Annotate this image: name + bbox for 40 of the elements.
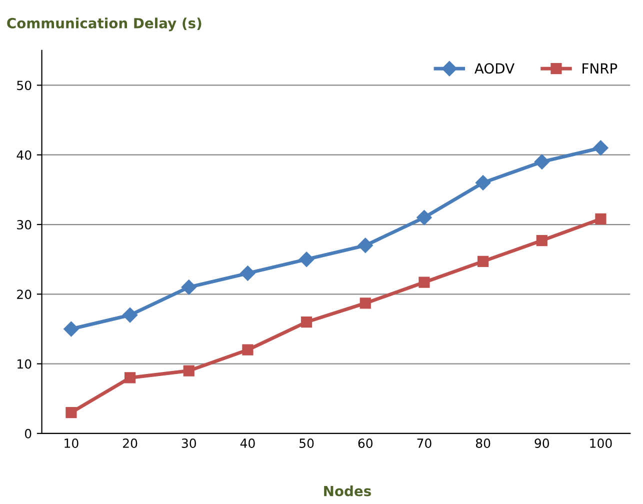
x-tick-label: 70 bbox=[417, 438, 432, 448]
point bbox=[122, 307, 138, 323]
x-tick-label: 50 bbox=[300, 438, 314, 448]
chart-title: Communication Delay (s) bbox=[7, 18, 202, 32]
y-tick-label: 50 bbox=[17, 80, 32, 90]
y-tick-label: 30 bbox=[17, 220, 32, 230]
point bbox=[475, 175, 491, 190]
point bbox=[64, 321, 79, 337]
point bbox=[358, 238, 373, 253]
point bbox=[536, 234, 548, 246]
point bbox=[124, 372, 136, 384]
x-tick-label: 100 bbox=[590, 438, 612, 448]
y-tick-label: 20 bbox=[17, 290, 32, 300]
point bbox=[595, 213, 606, 224]
x-tick-label: 40 bbox=[240, 438, 255, 448]
point bbox=[360, 298, 371, 309]
x-tick-label: 20 bbox=[123, 438, 138, 448]
x-tick-label: 90 bbox=[534, 438, 550, 448]
point bbox=[593, 140, 608, 156]
point bbox=[418, 276, 430, 288]
x-tick-label: 10 bbox=[64, 438, 78, 448]
point bbox=[416, 210, 432, 226]
point bbox=[66, 406, 77, 418]
x-tick-label: 80 bbox=[476, 438, 490, 448]
legend-label: AODV bbox=[474, 63, 514, 74]
point bbox=[183, 365, 194, 376]
x-tick-label: 30 bbox=[182, 438, 196, 448]
point bbox=[181, 280, 196, 295]
point bbox=[240, 266, 256, 281]
y-tick-label: 40 bbox=[16, 150, 32, 160]
legend-label: FNRP bbox=[582, 63, 618, 74]
point bbox=[242, 344, 254, 356]
y-tick-label: 10 bbox=[18, 359, 32, 369]
point bbox=[478, 256, 489, 267]
x-tick-label: 60 bbox=[358, 438, 373, 448]
x-axis-title: Nodes bbox=[324, 486, 371, 496]
point bbox=[298, 252, 314, 267]
point bbox=[300, 316, 312, 328]
y-tick-label: 0 bbox=[24, 428, 32, 438]
point bbox=[534, 154, 550, 170]
